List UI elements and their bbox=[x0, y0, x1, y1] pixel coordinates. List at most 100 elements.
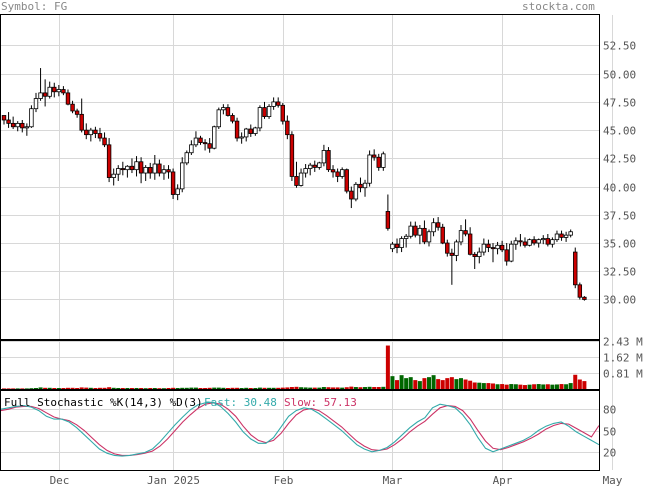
volume-bar bbox=[24, 388, 29, 390]
candle-body bbox=[65, 92, 71, 105]
candle-body bbox=[513, 240, 519, 245]
candle-body bbox=[550, 239, 555, 245]
candle-body bbox=[527, 239, 532, 246]
volume-bar bbox=[212, 387, 217, 389]
volume-bar bbox=[312, 387, 317, 389]
volume-bar bbox=[107, 387, 112, 389]
stochastic-tick-label: 50 bbox=[603, 426, 616, 439]
candle-body bbox=[490, 247, 496, 250]
volume-bar bbox=[257, 387, 262, 389]
candle-body bbox=[33, 98, 39, 110]
candle-body bbox=[56, 89, 62, 93]
candle-body bbox=[563, 234, 569, 238]
x-tick-label: Feb bbox=[274, 474, 294, 486]
volume-bar bbox=[573, 374, 578, 389]
volume-bar bbox=[116, 388, 121, 390]
volume-bar bbox=[454, 379, 459, 389]
volume-bar bbox=[486, 383, 491, 389]
candle-body bbox=[225, 107, 231, 116]
volume-tick-label: 2.43 M bbox=[603, 336, 643, 349]
volume-bar bbox=[472, 382, 477, 389]
candle-body bbox=[545, 238, 551, 245]
x-tick-label: Apr bbox=[493, 474, 513, 486]
volume-bar bbox=[321, 387, 326, 389]
panel-frames bbox=[0, 14, 600, 471]
volume-bar bbox=[180, 387, 185, 389]
candle-body bbox=[573, 251, 578, 286]
candle-body bbox=[125, 165, 130, 171]
candle-body bbox=[531, 239, 537, 244]
volume-bar bbox=[308, 387, 313, 389]
candle-body bbox=[38, 92, 43, 99]
candle-body bbox=[582, 296, 587, 300]
axis-labels: 52.50 50.00 47.50 45.00 42.50 40.00 37.50 35.00… bbox=[50, 40, 644, 488]
volume-bar bbox=[198, 388, 203, 390]
candle-body bbox=[417, 227, 423, 236]
candle-body bbox=[88, 129, 94, 136]
candle-body bbox=[257, 107, 263, 129]
candle-body bbox=[180, 162, 185, 190]
site-link[interactable]: stockta.com bbox=[522, 0, 595, 13]
candle-body bbox=[24, 126, 30, 129]
volume-bar bbox=[221, 387, 226, 389]
candle-body bbox=[266, 106, 272, 118]
candle-body bbox=[20, 122, 25, 129]
candle-body bbox=[344, 169, 349, 192]
price-tick-label: 47.50 bbox=[603, 97, 636, 110]
candle-body bbox=[321, 150, 327, 164]
volume-bar bbox=[399, 375, 404, 389]
candle-body bbox=[358, 183, 363, 189]
volume-bar bbox=[171, 387, 176, 389]
stochastic-panel-frame bbox=[0, 390, 600, 471]
volume-bar bbox=[216, 387, 221, 389]
volume-bar bbox=[477, 382, 482, 389]
volume-bar bbox=[445, 378, 450, 389]
stochastic-fast-line bbox=[0, 401, 600, 457]
volume-bar bbox=[129, 388, 134, 390]
candle-body bbox=[440, 226, 445, 244]
candle-body bbox=[262, 107, 267, 118]
candle-body bbox=[472, 253, 477, 257]
volume-bar bbox=[413, 380, 418, 389]
price-tick-label: 35.00 bbox=[603, 238, 636, 251]
price-tick-label: 52.50 bbox=[603, 40, 636, 53]
volume-bar bbox=[248, 388, 253, 390]
volume-bar bbox=[125, 388, 130, 390]
volume-tick-label: 0.81 M bbox=[603, 368, 643, 381]
candle-body bbox=[541, 238, 546, 241]
candle-body bbox=[116, 168, 121, 175]
candle-body bbox=[244, 128, 249, 138]
candle-body bbox=[184, 152, 189, 164]
candle-body bbox=[70, 103, 75, 112]
candle-body bbox=[294, 176, 299, 186]
volume-bar bbox=[344, 387, 349, 389]
stoch-slow-label: Slow: 57.13 bbox=[284, 396, 357, 409]
volume-bar bbox=[253, 388, 258, 390]
volume-bar bbox=[422, 378, 427, 389]
candle-body bbox=[93, 129, 98, 134]
volume-bar bbox=[326, 387, 331, 389]
candle-body bbox=[509, 243, 514, 262]
candle-body bbox=[61, 89, 66, 94]
price-tick-label: 42.50 bbox=[603, 153, 636, 166]
candle-body bbox=[161, 169, 167, 174]
volume-bar bbox=[43, 387, 48, 389]
candle-body bbox=[175, 188, 180, 195]
candle-body bbox=[234, 120, 240, 139]
volume-bar bbox=[504, 384, 509, 389]
candle-body bbox=[554, 233, 560, 241]
candle-body bbox=[230, 115, 235, 122]
price-panel-frame bbox=[0, 14, 600, 340]
volume-bar bbox=[353, 387, 358, 389]
candle-body bbox=[166, 169, 171, 173]
candle-body bbox=[454, 241, 459, 256]
volume-bars bbox=[2, 345, 587, 390]
volume-bar bbox=[372, 387, 377, 389]
volume-bar bbox=[527, 384, 532, 389]
candle-body bbox=[74, 110, 80, 115]
volume-bar bbox=[349, 386, 354, 389]
volume-bar bbox=[289, 387, 294, 389]
volume-bar bbox=[358, 387, 363, 389]
candle-body bbox=[477, 251, 482, 257]
candle-body bbox=[449, 252, 455, 256]
